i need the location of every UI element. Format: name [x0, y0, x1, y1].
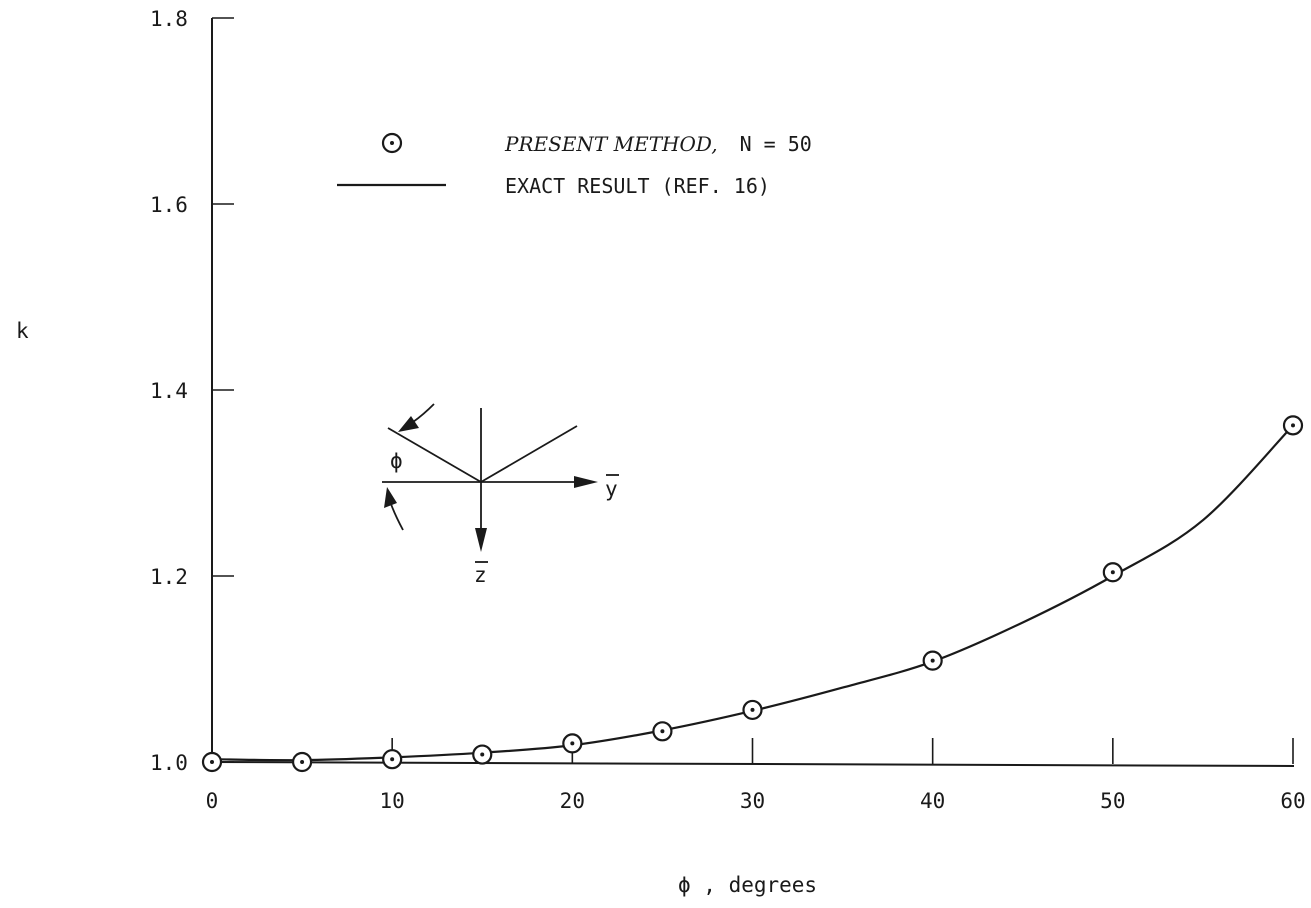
x-axis-line: [206, 761, 1295, 767]
x-tick-label: 10: [380, 789, 405, 813]
inset-y-arrowhead: [574, 476, 598, 488]
inset-angle-label: ϕ: [390, 449, 403, 473]
present-method-point: [1102, 562, 1123, 583]
x-tick-label: 0: [206, 789, 219, 813]
y-axis: 1.0 1.2 1.4 1.6 1.8: [150, 7, 234, 775]
inset-lower-angle-arc: [390, 503, 404, 531]
x-axis: 0 10 20 30 40 50 60: [206, 738, 1306, 813]
legend-marker-label: PRESENT METHOD, N = 50: [504, 132, 812, 156]
x-ticks: 0 10 20 30 40 50 60: [206, 738, 1306, 813]
legend-marker-label-italic: PRESENT METHOD,: [504, 132, 718, 156]
x-tick-label: 50: [1100, 789, 1125, 813]
plot-area: [201, 415, 1304, 773]
x-tick-label: 20: [560, 789, 585, 813]
present-method-point: [472, 744, 493, 765]
legend: PRESENT METHOD, N = 50 EXACT RESULT (REF…: [337, 132, 812, 198]
x-tick-label: 60: [1280, 789, 1305, 813]
inset-axes-diagram: ϕ y z: [382, 403, 619, 587]
present-method-point: [742, 699, 763, 721]
inset-left-arm: [387, 427, 482, 483]
inset-y-label: y: [605, 477, 618, 501]
present-method-point: [291, 751, 313, 773]
inset-upper-angle-arc: [412, 403, 435, 423]
x-axis-title: ϕ , degrees: [678, 873, 817, 897]
y-tick-label: 1.4: [150, 379, 188, 403]
legend-line-label: EXACT RESULT (REF. 16): [505, 174, 770, 198]
y-tick-label: 1.0: [150, 751, 188, 775]
inset-lower-angle-arrowhead: [384, 487, 397, 508]
y-tick-label: 1.6: [150, 193, 188, 217]
present-method-point: [201, 751, 223, 773]
present-method-point: [652, 721, 673, 742]
present-method-point: [562, 733, 583, 754]
present-method-point: [382, 749, 403, 770]
y-ticks: 1.0 1.2 1.4 1.6 1.8: [150, 7, 234, 775]
x-tick-label: 40: [920, 789, 945, 813]
present-method-point: [922, 650, 943, 671]
y-tick-label: 1.2: [150, 565, 188, 589]
inset-upper-angle-arrowhead: [398, 416, 419, 432]
legend-marker-label-rest: N = 50: [740, 132, 812, 156]
inset-right-arm: [480, 425, 578, 483]
x-tick-label: 30: [740, 789, 765, 813]
y-axis-title: k: [16, 319, 29, 343]
legend-marker-symbol: [381, 132, 403, 154]
inset-z-arrowhead: [475, 528, 487, 552]
inset-z-label: z: [474, 563, 487, 587]
y-tick-label: 1.8: [150, 7, 188, 31]
present-method-point: [1282, 415, 1304, 436]
